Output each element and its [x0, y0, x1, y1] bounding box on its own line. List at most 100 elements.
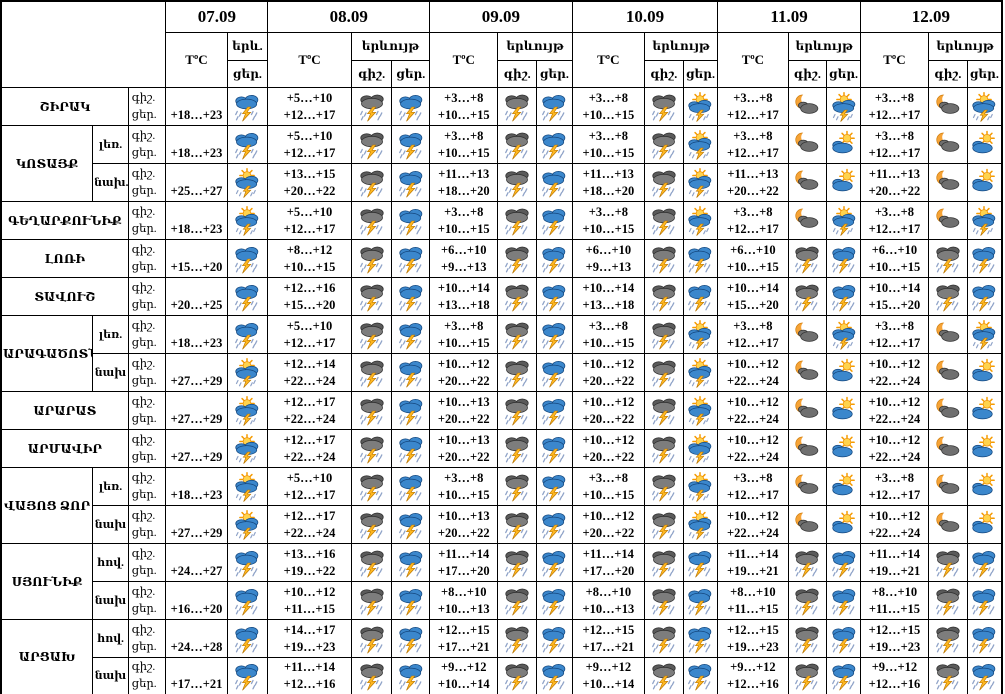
temp-range-cell: +10…+13 +20…+22	[429, 391, 499, 430]
temp-line: +20…+22	[437, 373, 490, 388]
temp-line: +13…+15	[283, 166, 336, 181]
weather-icon-cell	[391, 391, 431, 430]
weather-icon-cell	[643, 125, 684, 164]
weather-icon-cell	[928, 277, 968, 316]
temp-line: +10…+12	[727, 356, 779, 371]
weather-icon-cell	[826, 315, 861, 354]
temp-line: +12…+15	[437, 622, 490, 637]
temp-line: +3…+8	[444, 204, 484, 219]
dark-clouds-thunderstorm-icon	[502, 92, 532, 122]
temp-line	[167, 584, 226, 601]
weather-icon-cell	[536, 353, 573, 392]
sun-rain-thunderstorm-icon	[829, 320, 859, 350]
dark-clouds-thunderstorm-icon	[502, 434, 532, 464]
corner-cell	[0, 0, 167, 88]
temp-line: +3…+8	[733, 318, 773, 333]
dark-clouds-thunderstorm-icon	[357, 396, 387, 426]
partly-cloudy-night-icon	[933, 358, 963, 388]
dark-clouds-thunderstorm-icon	[649, 206, 679, 236]
temp-line: +10…+15	[582, 145, 635, 160]
rain-thunderstorm-icon	[396, 206, 426, 236]
temp-line	[167, 166, 226, 183]
weather-icon-cell	[391, 657, 431, 694]
temp-range-cell: +5…+10 +12…+17	[267, 315, 352, 354]
region-name: ԱՐՄԱՎԻՐ	[0, 429, 129, 468]
temp-range-cell: +13…+16 +19…+22	[267, 543, 352, 582]
temp-line: +22…+24	[727, 525, 779, 540]
weather-icon-cell	[226, 163, 269, 202]
weather-icon-cell	[391, 429, 431, 468]
rain-thunderstorm-icon	[396, 396, 426, 426]
partly-cloudy-night-icon	[792, 396, 822, 426]
temp-line: +8…+10	[441, 584, 487, 599]
day-subheader: ցեր.	[391, 60, 431, 88]
temp-line: +17…+21	[582, 639, 635, 654]
rain-thunderstorm-icon	[232, 661, 262, 691]
sun-rain-thunderstorm-icon	[685, 206, 715, 236]
region-name: ՍՅՈՒՆԻՔ	[0, 543, 94, 620]
weather-icon-cell	[966, 505, 1003, 544]
weather-icon-cell	[682, 163, 719, 202]
temp-line: +18…+23	[170, 107, 223, 122]
weather-icon-cell	[826, 201, 861, 240]
weather-icon-cell	[787, 429, 828, 468]
temp-range-cell: +8…+12 +10…+15	[267, 239, 352, 278]
weather-icon-cell	[928, 201, 968, 240]
temp-line: +12…+17	[283, 487, 336, 502]
rain-thunderstorm-icon	[539, 358, 569, 388]
temp-line: գիշ.	[131, 661, 156, 674]
weather-icon-cell	[350, 87, 393, 126]
temp-line: գիշ.	[131, 509, 156, 522]
temp-line: +10…+13	[437, 394, 490, 409]
temp-line: +11…+13	[582, 166, 634, 181]
rain-thunderstorm-icon	[232, 92, 262, 122]
temp-line: +3…+8	[444, 318, 484, 333]
date-header: 12.09	[859, 0, 1003, 33]
weather-icon-cell	[497, 505, 538, 544]
temp-line: +8…+10	[871, 584, 918, 599]
partly-cloudy-day-icon	[829, 396, 859, 426]
rain-thunderstorm-icon	[232, 244, 262, 274]
dark-clouds-thunderstorm-icon	[502, 510, 532, 540]
temp-range-cell: +3…+8 +12…+17	[859, 467, 930, 506]
temp-line: ցեր.	[131, 222, 157, 235]
temp-line: +5…+10	[286, 204, 333, 219]
temp-range-cell: +10…+12 +22…+24	[859, 429, 930, 468]
temp-line: +20…+25	[170, 297, 223, 312]
temp-range-cell: +9…+12 +10…+14	[429, 657, 499, 694]
weather-icon-cell	[536, 87, 573, 126]
zone-label: նախ	[92, 505, 129, 544]
weather-icon-cell	[497, 467, 538, 506]
temp-range-cell: +3…+8 +12…+17	[717, 201, 789, 240]
temp-line: +10…+15	[582, 335, 635, 350]
phenomenon-header: երևույթ	[787, 32, 861, 61]
time-of-day-labels: գիշ. ցեր.	[127, 277, 167, 316]
weather-icon-cell	[643, 201, 684, 240]
rain-thunderstorm-icon	[232, 548, 262, 578]
partly-cloudy-day-icon	[829, 168, 859, 198]
temp-range-cell: +17…+21	[165, 657, 228, 694]
dark-clouds-thunderstorm-icon	[649, 624, 679, 654]
table-row: ԱՐՑԱԽ հով. գիշ. ցեր. +24…+28 +14…+17 +19…+23 +…	[0, 619, 1003, 694]
temp-line: ցեր.	[131, 412, 157, 425]
temp-range-cell: +3…+8 +12…+17	[717, 87, 789, 126]
partly-cloudy-day-icon	[969, 396, 999, 426]
weather-icon-cell	[350, 391, 393, 430]
dark-clouds-thunderstorm-icon	[792, 586, 822, 616]
weather-icon-cell	[350, 657, 393, 694]
dark-clouds-thunderstorm-icon	[792, 661, 822, 691]
dark-clouds-thunderstorm-icon	[357, 92, 387, 122]
temp-line: +3…+8	[874, 470, 915, 485]
temp-line: +15…+20	[170, 259, 223, 274]
rain-thunderstorm-icon	[539, 624, 569, 654]
night-subheader: գիշ.	[350, 60, 393, 88]
temp-range-cell: +3…+8 +12…+17	[717, 315, 789, 354]
dark-clouds-thunderstorm-icon	[933, 282, 963, 312]
temp-range-cell: +10…+12 +11…+15	[267, 581, 352, 620]
weather-icon-cell	[643, 467, 684, 506]
table-row: ԱՐԱԳԱԾՈՏՆ լեռ. գիշ. ցեր. +18…+23 +5…+10 +12…+…	[0, 315, 1003, 392]
temp-line: +8…+10	[730, 584, 776, 599]
temp-line: +18…+23	[170, 145, 223, 160]
rain-thunderstorm-icon	[396, 624, 426, 654]
